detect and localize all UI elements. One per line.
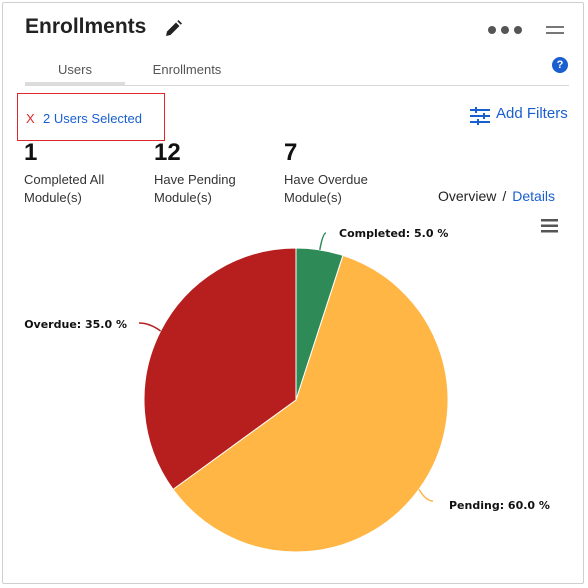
add-filters-label: Add Filters [496,105,568,122]
view-separator: / [502,188,507,204]
add-filters-button[interactable]: Add Filters [470,105,574,125]
pie-label-completed: Completed: 5.0 % [339,227,448,240]
stat-overdue-label-1: Have Overdue [284,172,368,187]
stat-completed-value: 1 [24,139,38,166]
stat-pending-label-1: Have Pending [154,172,236,187]
stat-completed-label-1: Completed All [24,172,105,187]
more-options-icon[interactable] [487,23,523,37]
pie-chart: Completed: 5.0 % Pending: 60.0 % Overdue: … [24,227,550,553]
pie-label-pending: Pending: 60.0 % [449,499,550,512]
stat-pending: 12 Have Pending Module(s) [154,139,236,207]
edit-pencil-icon[interactable] [163,19,183,39]
overview-link[interactable]: Overview [438,188,497,204]
pie-slice-overdue[interactable] [143,247,297,491]
stat-completed: 1 Completed All Module(s) [24,139,104,207]
widget-title: Enrollments [25,15,147,38]
selection-text[interactable]: 2 Users Selected [43,111,142,126]
stat-overdue-label-2: Module(s) [284,190,342,205]
active-tab-indicator [25,82,125,85]
pie-label-overdue: Overdue: 35.0 % [24,318,127,331]
clear-selection-button[interactable]: X [26,111,35,126]
help-icon[interactable]: ? [552,57,568,73]
stat-overdue: 7 Have Overdue Module(s) [284,139,368,207]
tab-bar: Users Enrollments [25,59,569,86]
pie-connector-completed [319,232,327,251]
tab-enrollments[interactable]: Enrollments [152,62,222,77]
enrollments-widget: Enrollments Users Enrollments ? X 2 User… [2,2,584,584]
stat-pending-value: 12 [154,139,181,166]
drag-handle-icon[interactable] [546,25,564,35]
filter-sliders-icon [470,107,490,125]
view-toggle: Overview / Details [438,188,555,204]
pie-connector-pending [418,488,434,502]
stat-overdue-value: 7 [284,139,298,166]
tab-users[interactable]: Users [58,62,92,77]
pie-connector-overdue [138,322,162,332]
stat-pending-label-2: Module(s) [154,190,212,205]
selection-indicator: X 2 Users Selected [17,93,165,141]
stat-completed-label-2: Module(s) [24,190,82,205]
details-link[interactable]: Details [512,188,556,204]
pie-slice-pending[interactable] [172,254,449,553]
chart-menu-icon[interactable] [541,219,558,233]
